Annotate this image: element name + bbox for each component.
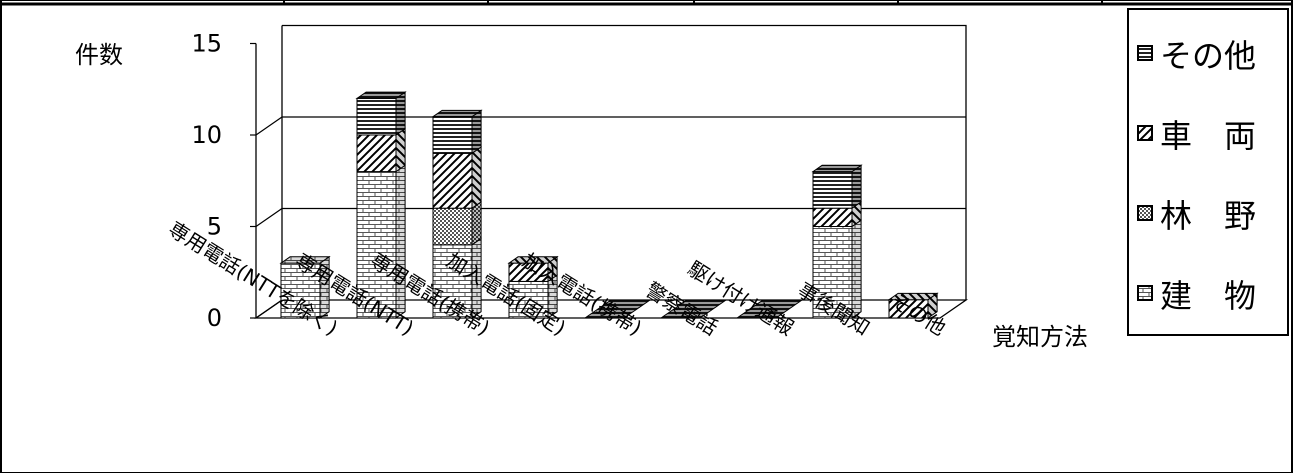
bar-segment-side	[471, 146, 482, 210]
bar-group	[735, 299, 804, 319]
legend-label: 車 両	[1160, 117, 1256, 155]
bar-segment	[812, 207, 853, 227]
bar-top	[355, 91, 407, 99]
y-tick-label: 15	[191, 30, 222, 58]
y-tick-label: 10	[191, 121, 222, 149]
legend-swatch	[1137, 285, 1153, 301]
bar-segment	[432, 116, 473, 154]
y-tick-label: 0	[207, 304, 222, 332]
bar-group	[507, 255, 559, 319]
bar-segment-side	[395, 164, 406, 319]
bar-top	[279, 256, 331, 264]
bar-segment	[432, 152, 473, 209]
bar-group	[887, 292, 939, 319]
bar-zero	[583, 299, 652, 319]
bar-group	[583, 299, 652, 319]
legend-label: その他	[1160, 37, 1256, 75]
bar-segment-side	[851, 164, 862, 210]
legend-swatch	[1137, 125, 1153, 141]
bar-segment	[356, 97, 397, 136]
x-axis-label: 覚知方法	[992, 323, 1088, 351]
bar-segment-side	[471, 200, 482, 246]
bar-segment	[356, 134, 397, 173]
bar-segment	[432, 207, 473, 246]
bar-top	[507, 256, 559, 264]
bar-group	[279, 255, 331, 319]
bar-top	[887, 292, 939, 301]
bar-zero	[735, 299, 804, 319]
legend-label: 建 物	[1160, 277, 1256, 315]
bar-group	[811, 164, 863, 319]
bar-group	[659, 299, 728, 319]
bar-segment-side	[471, 109, 482, 155]
bar-segment	[508, 280, 549, 319]
bar-group	[431, 109, 483, 319]
bar-zero	[659, 299, 728, 319]
bar-segment	[432, 244, 473, 319]
bar-top	[811, 164, 863, 173]
bar-segment-side	[395, 91, 406, 136]
gridline	[255, 116, 966, 136]
legend-swatch	[1137, 205, 1153, 221]
y-tick-label: 5	[207, 213, 222, 241]
bar-segment	[356, 171, 397, 319]
bar-segment-side	[395, 127, 406, 173]
legend-box	[1127, 8, 1289, 336]
bar-segment	[812, 171, 853, 209]
y-axis-label: 件数	[75, 41, 123, 69]
floor	[253, 299, 969, 319]
legend-label: 林 野	[1160, 197, 1256, 235]
gridline	[255, 207, 966, 227]
bar-segment	[812, 226, 853, 319]
legend-swatch	[1137, 45, 1153, 61]
bar-top	[431, 109, 483, 118]
bar-group	[355, 91, 407, 319]
bar-segment-side	[851, 219, 862, 319]
